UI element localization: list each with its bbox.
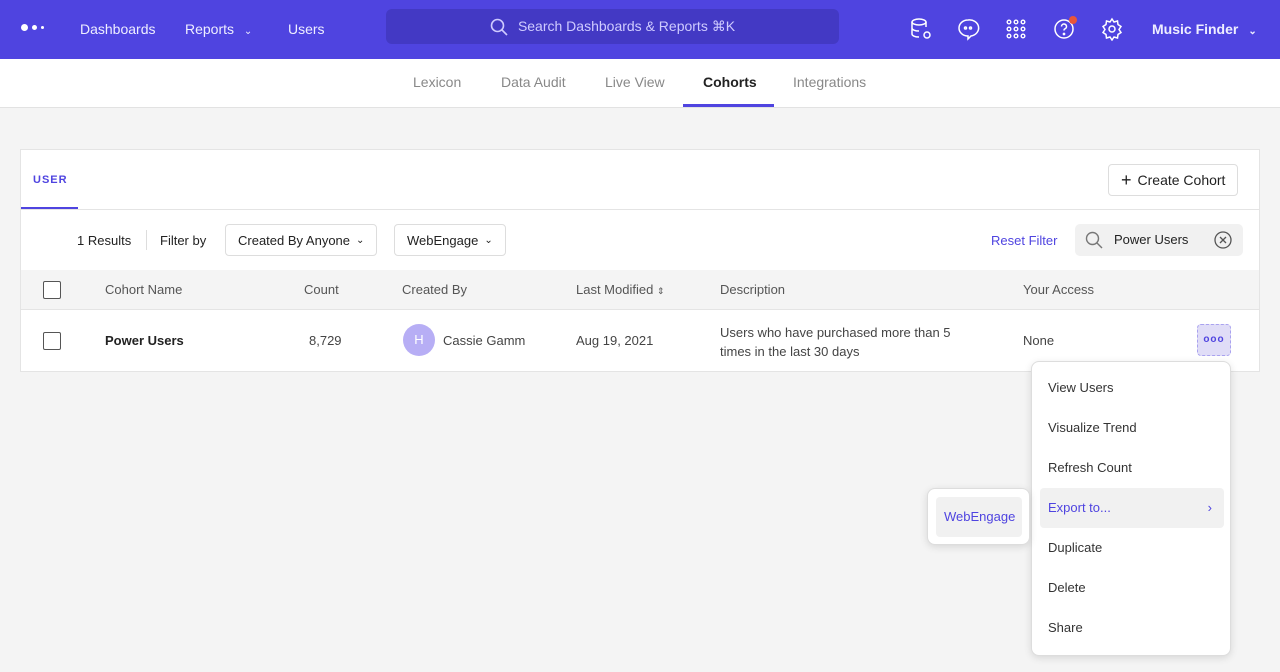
apps-grid-icon[interactable] (1004, 17, 1028, 41)
create-cohort-label: Create Cohort (1137, 172, 1226, 188)
creator-filter-dropdown[interactable]: Created By Anyone ⌄ (225, 224, 378, 256)
cohort-search-input[interactable]: Power Users (1075, 224, 1243, 256)
header-count[interactable]: Count (304, 282, 339, 297)
menu-share[interactable]: Share (1048, 620, 1083, 635)
sub-navigation: Lexicon Data Audit Live View Cohorts Int… (0, 59, 1280, 108)
menu-visualize-trend[interactable]: Visualize Trend (1048, 420, 1137, 435)
notification-dot (1069, 16, 1077, 24)
chevron-down-icon: ⌄ (243, 26, 253, 37)
divider (146, 230, 147, 250)
menu-export-label: Export to... (1048, 500, 1111, 515)
source-filter-dropdown[interactable]: WebEngage ⌄ (394, 224, 506, 256)
filter-by-label: Filter by (160, 233, 207, 248)
plus-icon: + (1121, 169, 1132, 190)
search-placeholder: Search Dashboards & Reports ⌘K (517, 18, 736, 34)
description: Users who have purchased more than 5 tim… (720, 325, 951, 359)
project-name: Music Finder (1152, 21, 1239, 37)
tab-live-view[interactable]: Live View (605, 74, 665, 90)
row-more-options-button[interactable]: ooo (1197, 324, 1231, 356)
cohort-count: 8,729 (309, 333, 342, 348)
menu-refresh-count[interactable]: Refresh Count (1048, 460, 1132, 475)
menu-duplicate[interactable]: Duplicate (1048, 540, 1103, 555)
access-level: None (1023, 333, 1055, 348)
results-count: 1 Results (77, 233, 132, 248)
tab-lexicon[interactable]: Lexicon (413, 74, 462, 90)
cohort-name[interactable]: Power Users (105, 333, 184, 348)
last-modified: Aug 19, 2021 (576, 333, 654, 348)
avatar: H (403, 324, 435, 356)
menu-export-to[interactable]: Export to... › (1040, 488, 1224, 528)
row-actions-menu: View Users Visualize Trend Refresh Count… (1031, 361, 1231, 656)
search-icon (490, 18, 508, 36)
header-description: Description (720, 282, 786, 297)
clear-search-icon[interactable] (1214, 231, 1232, 249)
search-value: Power Users (1114, 232, 1189, 247)
reset-filter-link[interactable]: Reset Filter (991, 233, 1058, 248)
table-header (21, 270, 1259, 310)
data-settings-icon[interactable] (909, 17, 933, 41)
active-tab-indicator (683, 104, 774, 107)
more-icon: ooo (1203, 334, 1225, 345)
export-webengage[interactable]: WebEngage (936, 497, 1022, 537)
tab-data-audit[interactable]: Data Audit (501, 74, 566, 90)
header-last-modified-label: Last Modified (576, 282, 654, 297)
chevron-down-icon: ⌄ (1248, 26, 1257, 37)
logo[interactable] (21, 24, 44, 31)
nav-reports-label: Reports (185, 21, 235, 37)
search-icon (1085, 231, 1103, 249)
help-icon[interactable] (1052, 17, 1076, 41)
header-last-modified[interactable]: Last Modified ⇕ (576, 282, 665, 297)
header-created-by[interactable]: Created By (402, 282, 468, 297)
creator-name: Cassie Gamm (443, 333, 526, 348)
nav-reports[interactable]: Reports ⌄ (185, 21, 252, 37)
select-all-checkbox[interactable] (43, 281, 61, 299)
cohorts-panel: USER + Create Cohort 1 Results Filter by … (20, 149, 1260, 372)
tab-cohorts[interactable]: Cohorts (703, 74, 757, 90)
nav-users[interactable]: Users (288, 21, 325, 37)
create-cohort-button[interactable]: + Create Cohort (1108, 164, 1239, 196)
project-switcher[interactable]: Music Finder ⌄ (1152, 21, 1257, 37)
divider (21, 209, 1259, 210)
creator-filter-value: Created By Anyone (238, 232, 351, 248)
menu-delete[interactable]: Delete (1048, 580, 1086, 595)
user-tab-indicator (21, 207, 78, 209)
top-bar: Dashboards Reports ⌄ Users Search Dashbo… (0, 0, 1280, 59)
tab-user[interactable]: USER (33, 174, 68, 186)
gear-icon[interactable] (1100, 17, 1124, 41)
chat-icon[interactable] (956, 17, 980, 41)
nav-dashboards[interactable]: Dashboards (80, 21, 156, 37)
menu-view-users[interactable]: View Users (1048, 380, 1114, 395)
chevron-right-icon: › (1207, 500, 1212, 515)
tab-integrations[interactable]: Integrations (793, 74, 867, 90)
export-submenu: WebEngage (927, 488, 1030, 545)
chevron-down-icon: ⌄ (356, 234, 365, 246)
chevron-down-icon: ⌄ (484, 234, 493, 246)
row-checkbox[interactable] (43, 332, 61, 350)
header-your-access: Your Access (1023, 282, 1095, 297)
global-search[interactable]: Search Dashboards & Reports ⌘K (386, 9, 839, 44)
sort-icon: ⇕ (656, 286, 665, 296)
source-filter-value: WebEngage (407, 232, 479, 248)
header-cohort-name[interactable]: Cohort Name (105, 282, 183, 297)
